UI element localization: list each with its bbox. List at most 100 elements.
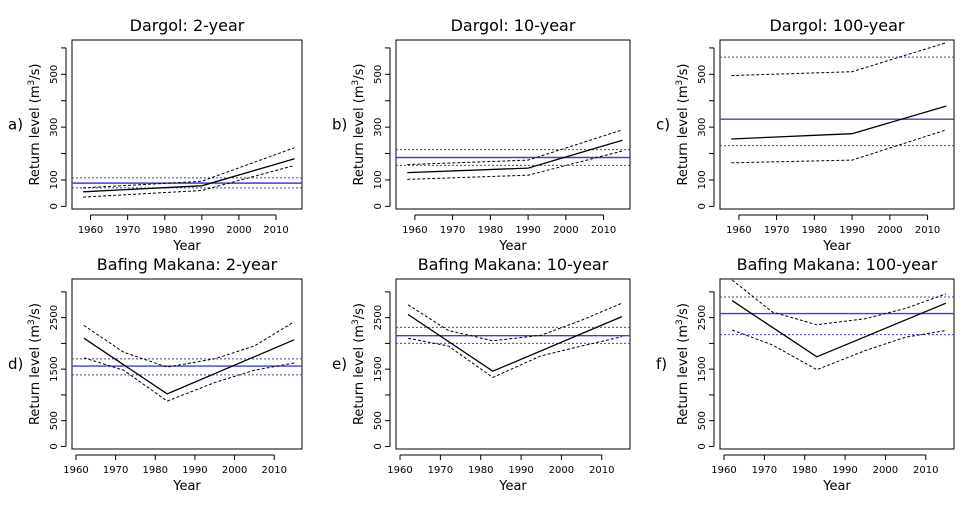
chart-2-series-estimate [731, 105, 947, 140]
chart-1-plot-frame [395, 39, 631, 210]
chart-0-x-tick-label-1: 1970 [115, 225, 140, 236]
chart-5-x-axis-label: Year [822, 479, 851, 494]
chart-5-plot-frame [719, 278, 955, 450]
chart-5-x-tick-label-5: 2010 [913, 465, 938, 476]
chart-0-x-tick-label-2: 1980 [152, 225, 177, 236]
chart-5-series-upper [731, 279, 947, 326]
chart-1-x-tick-label-0: 1960 [402, 225, 427, 236]
chart-3-y-tick-label-2: 1500 [49, 356, 60, 381]
chart-5-y-tick-label-2: 1500 [697, 356, 708, 381]
chart-2-title: Dargol: 100-year [769, 16, 904, 35]
chart-3-y-tick-label-1: 500 [49, 411, 60, 430]
chart-0-x-tick-label-0: 1960 [78, 225, 103, 236]
chart-0-x-tick-label-3: 1990 [189, 225, 214, 236]
chart-0-series-estimate [83, 158, 295, 193]
chart-3-plot-frame [71, 278, 303, 450]
chart-5-y-tick-label-3: 2500 [697, 305, 708, 330]
chart-1-x-tick-label-4: 2000 [553, 225, 578, 236]
chart-1-y-tick-label-0: 0 [373, 203, 384, 209]
chart-5-x-tick-label-4: 2000 [873, 465, 898, 476]
chart-1-x-tick-label-1: 1970 [440, 225, 465, 236]
chart-3-x-tick-label-1: 1970 [103, 465, 128, 476]
chart-3-y-tick-label-3: 2500 [49, 305, 60, 330]
chart-2-y-tick-label-3: 500 [697, 65, 708, 84]
chart-4-y-tick-label-0: 0 [373, 443, 384, 449]
chart-2-series-upper [731, 42, 947, 77]
chart-3-x-tick-label-4: 2000 [222, 465, 247, 476]
chart-3-series-estimate [83, 337, 295, 395]
chart-5-x-tick-label-0: 1960 [711, 465, 736, 476]
chart-4-series-lower [408, 336, 623, 378]
chart-1-y-tick-label-1: 100 [373, 170, 384, 189]
chart-4-y-tick-label-1: 500 [373, 411, 384, 430]
chart-0-x-tick-label-5: 2010 [263, 225, 288, 236]
chart-4-plot-frame [395, 278, 631, 450]
panel-5: Bafing Makana: 100-year f) 1960 1970 1980 199… [656, 255, 955, 494]
chart-0-title: Dargol: 2-year [130, 16, 245, 35]
chart-5-y-axis-label: Return level (m3/s) [675, 303, 691, 425]
chart-3-x-tick-label-3: 1990 [182, 465, 207, 476]
chart-3-panel-label: d) [8, 355, 23, 373]
chart-2-y-tick-label-2: 300 [697, 118, 708, 137]
chart-5-series-lower [731, 329, 946, 371]
chart-1-y-tick-label-3: 500 [373, 65, 384, 84]
chart-1-x-tick-label-3: 1990 [515, 225, 540, 236]
chart-1-series-lower [407, 150, 623, 180]
chart-0-y-tick-label-0: 0 [49, 203, 60, 209]
chart-1-series-upper [407, 129, 623, 166]
chart-2-x-tick-label-2: 1980 [802, 225, 827, 236]
chart-2-y-tick-label-0: 0 [697, 203, 708, 209]
chart-3-x-axis-label: Year [172, 479, 201, 494]
chart-2-y-axis-label: Return level (m3/s) [675, 63, 691, 185]
chart-2-plot-frame [719, 39, 955, 210]
chart-1-panel-label: b) [332, 116, 347, 134]
chart-4-x-tick-label-0: 1960 [387, 465, 412, 476]
chart-1-x-tick-label-5: 2010 [591, 225, 616, 236]
chart-3-y-tick-label-0: 0 [49, 443, 60, 449]
chart-3-x-tick-label-0: 1960 [63, 465, 88, 476]
chart-5-series-estimate [731, 300, 947, 358]
chart-3-x-tick-label-2: 1980 [143, 465, 168, 476]
chart-5-x-tick-label-1: 1970 [752, 465, 777, 476]
panel-0: Dargol: 2-year a) 1960 1970 1980 1990 2000 2010… [8, 16, 303, 254]
chart-0-x-tick-label-4: 2000 [226, 225, 251, 236]
chart-2-panel-label: c) [656, 116, 670, 134]
panel-1: Dargol: 10-year b) 1960 1970 1980 1990 2000 201… [332, 16, 631, 254]
chart-4-title: Bafing Makana: 10-year [418, 255, 609, 274]
chart-2-x-tick-label-4: 2000 [877, 225, 902, 236]
chart-3-title: Bafing Makana: 2-year [97, 255, 278, 274]
chart-4-y-tick-label-3: 2500 [373, 305, 384, 330]
chart-0-y-tick-label-1: 100 [49, 170, 60, 189]
chart-4-y-axis-label: Return level (m3/s) [351, 303, 367, 425]
chart-4-x-tick-label-4: 2000 [549, 465, 574, 476]
chart-3-x-tick-label-5: 2010 [262, 465, 287, 476]
chart-5-panel-label: f) [656, 355, 667, 373]
chart-4-x-axis-label: Year [498, 479, 527, 494]
chart-4-series-upper [407, 302, 623, 342]
chart-1-series-estimate [407, 139, 623, 174]
panel-3: Bafing Makana: 2-year d) 1960 1970 1980 1990 2… [8, 255, 303, 494]
chart-0-x-axis-label: Year [172, 239, 201, 254]
chart-0-y-tick-label-2: 300 [49, 118, 60, 137]
chart-0-y-axis-label: Return level (m3/s) [27, 63, 43, 185]
chart-3-series-upper [83, 321, 295, 368]
chart-2-x-tick-label-0: 1960 [726, 225, 751, 236]
chart-1-x-axis-label: Year [498, 239, 527, 254]
panel-2: Dargol: 100-year c) 1960 1970 1980 1990 2000 20… [656, 16, 955, 254]
chart-5-title: Bafing Makana: 100-year [737, 255, 938, 274]
chart-5-y-tick-label-1: 500 [697, 411, 708, 430]
chart-2-x-axis-label: Year [822, 239, 851, 254]
chart-4-panel-label: e) [332, 355, 347, 373]
chart-0-plot-frame [71, 39, 303, 210]
chart-4-x-tick-label-5: 2010 [589, 465, 614, 476]
chart-2-x-tick-label-3: 1990 [839, 225, 864, 236]
chart-3-series-lower [83, 357, 295, 402]
chart-1-y-tick-label-2: 300 [373, 118, 384, 137]
chart-0-series-lower [83, 164, 295, 198]
chart-2-x-tick-label-5: 2010 [915, 225, 940, 236]
chart-2-series-lower [731, 129, 947, 164]
chart-1-x-tick-label-2: 1980 [478, 225, 503, 236]
chart-4-y-tick-label-2: 1500 [373, 356, 384, 381]
